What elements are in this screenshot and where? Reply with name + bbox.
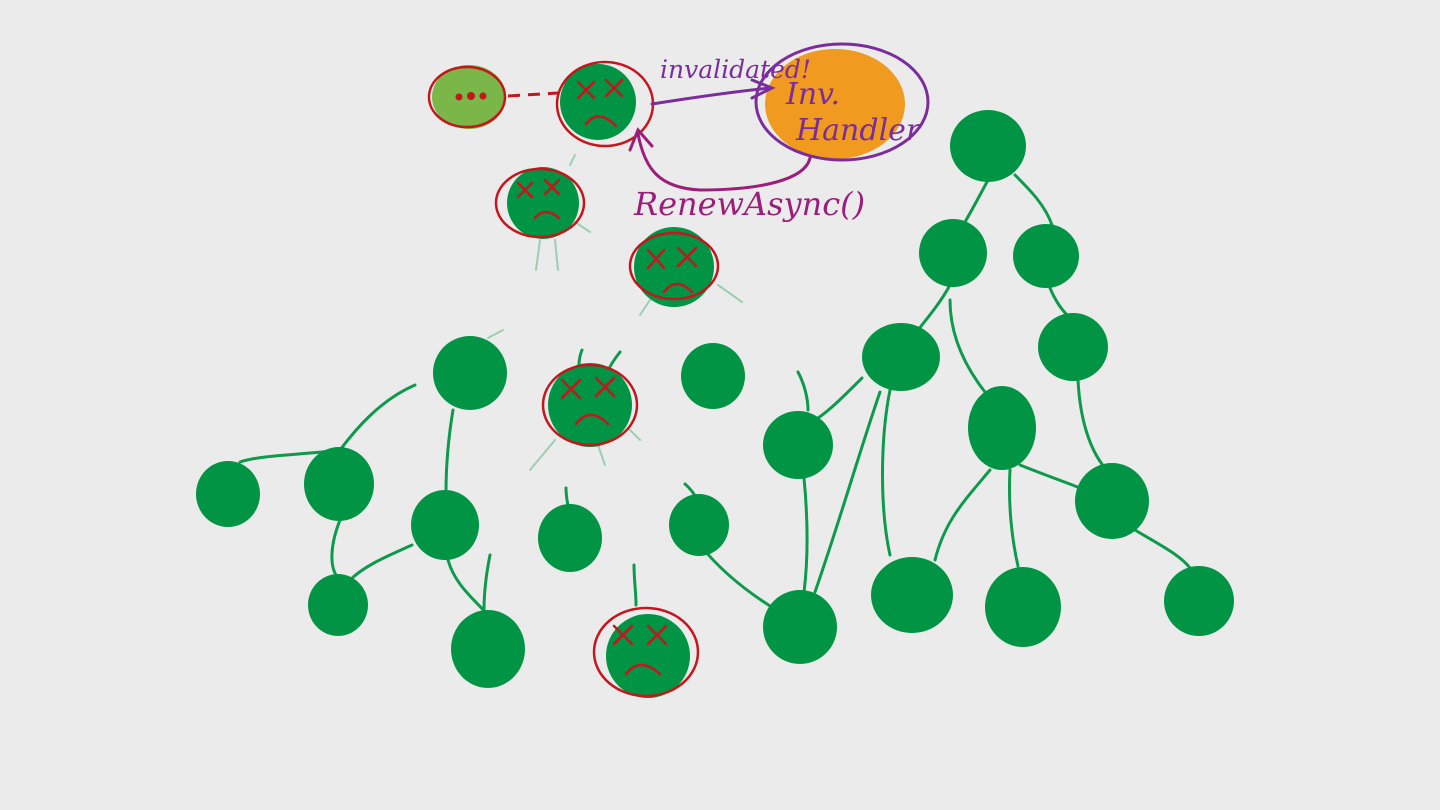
invalidation-spikes bbox=[487, 154, 743, 471]
graph-node bbox=[308, 574, 368, 636]
graph-node bbox=[950, 110, 1026, 182]
invalidated-node bbox=[628, 227, 720, 307]
graph-node bbox=[433, 336, 507, 410]
x-eyes-sad-face-icon bbox=[516, 78, 698, 676]
graph-node bbox=[871, 557, 953, 633]
graph-node bbox=[862, 323, 940, 391]
graph-node bbox=[1164, 566, 1234, 636]
graph-node bbox=[1075, 463, 1149, 539]
invalidated-node bbox=[592, 606, 700, 698]
graph-node bbox=[1038, 313, 1108, 381]
graph-node bbox=[968, 386, 1036, 470]
pending-link bbox=[507, 91, 559, 98]
invalidated-label: invalidated! bbox=[660, 55, 811, 84]
renew-label: RenewAsync() bbox=[633, 185, 865, 223]
graph-node bbox=[985, 567, 1061, 647]
graph-node bbox=[763, 411, 833, 479]
ellipsis-icon bbox=[455, 92, 487, 101]
renew-arrow bbox=[628, 127, 812, 192]
graph-node bbox=[1013, 224, 1079, 288]
graph-nodes bbox=[196, 110, 1234, 688]
pending-node bbox=[427, 65, 507, 129]
graph-edges bbox=[238, 173, 1192, 614]
graph-node bbox=[196, 461, 260, 527]
graph-node bbox=[304, 447, 374, 521]
graph-node bbox=[669, 494, 729, 556]
graph-node bbox=[919, 219, 987, 287]
graph-node bbox=[538, 504, 602, 572]
invalidated-node bbox=[541, 363, 639, 447]
graph-node bbox=[681, 343, 745, 409]
invalidated-nodes bbox=[494, 60, 720, 698]
handler-label-line2: Handler bbox=[795, 113, 922, 148]
graph-node bbox=[411, 490, 479, 560]
invalidated-node bbox=[494, 167, 586, 239]
graph-node bbox=[763, 590, 837, 664]
graph-node bbox=[451, 610, 525, 688]
handler-label-line1: Inv. bbox=[785, 77, 840, 112]
invalidation-handler: Inv. Handler bbox=[754, 42, 930, 162]
invalidated-arrow bbox=[650, 78, 776, 106]
